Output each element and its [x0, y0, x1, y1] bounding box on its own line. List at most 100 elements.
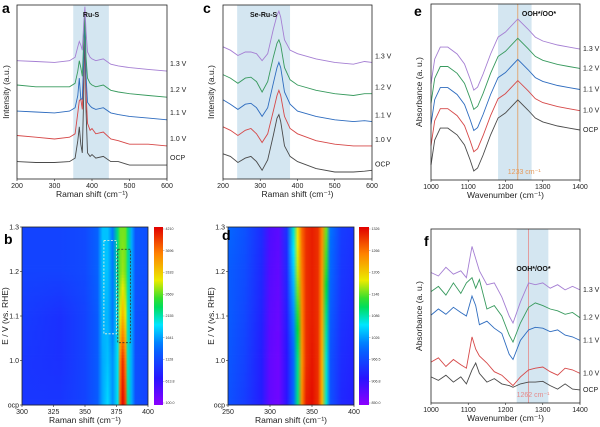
- heatmap-strip: [22, 339, 148, 344]
- heatmap-strip: [22, 274, 148, 278]
- series-line-12V: [430, 37, 581, 111]
- y-axis-label: Intensity (a.u.): [1, 65, 11, 119]
- heatmap-strip: [228, 244, 354, 249]
- heatmap-strip: [228, 351, 354, 355]
- x-tick-label: 375: [111, 409, 123, 416]
- heatmap-strip: [22, 253, 148, 258]
- heatmap-strip: [228, 232, 354, 237]
- heatmap-strip: [228, 286, 354, 290]
- heatmap-strip: [22, 402, 148, 406]
- x-tick-label: 1300: [535, 407, 551, 414]
- heatmap-strip: [22, 342, 148, 347]
- heatmap-strip: [228, 372, 354, 376]
- series-label: 1.1 V: [583, 87, 600, 94]
- y-tick-label: 1.2: [215, 269, 225, 276]
- colorbar-tick-label: 1026: [372, 336, 380, 340]
- series-label: 1.0 V: [583, 108, 600, 115]
- y-axis-label: Absorbance (a. u.): [414, 57, 424, 127]
- heatmap-strip: [228, 235, 354, 240]
- panel-d: ocp 1.0 1.1 1.2 1.3 1326 1266 1206 1146 1086 1026 9…: [206, 225, 381, 426]
- heatmap-strip: [22, 271, 148, 275]
- heatmap-strip: [22, 286, 148, 290]
- heatmap-strip: [228, 342, 354, 347]
- series-line-13V: [430, 18, 581, 91]
- heatmap-strip: [22, 399, 148, 403]
- heatmap-strip: [228, 238, 354, 243]
- colorbar-tick-label: 906.8: [372, 379, 381, 383]
- heatmap-strip: [228, 369, 354, 373]
- heatmap-strip: [22, 295, 148, 299]
- heatmap-strip: [228, 307, 354, 311]
- marker-label: 1262 cm⁻¹: [517, 392, 551, 399]
- heatmap-strip: [22, 232, 148, 237]
- x-tick-label: 350: [79, 409, 91, 416]
- series-label: OCP: [583, 387, 599, 394]
- heatmap-strip: [228, 268, 354, 272]
- heatmap-strip: [228, 387, 354, 391]
- heatmap-strip: [22, 244, 148, 249]
- x-axis-label: Wavenumber (cm⁻¹): [467, 413, 544, 423]
- heatmap-strip: [228, 336, 354, 341]
- panel-a: OCP 1.0 V 1.1 V 1.2 V 1.3 V Ru-S 200 300 400 500 6…: [1, 0, 187, 199]
- y-axis-label: E / V (vs. RHE): [206, 287, 216, 345]
- heatmap-strip: [228, 292, 354, 296]
- heatmap-strip: [228, 393, 354, 397]
- x-tick-label: 1100: [461, 407, 476, 414]
- series-label: 1.3 V: [375, 53, 392, 60]
- band-label: Ru-S: [83, 12, 100, 19]
- heatmap-strip: [228, 313, 354, 317]
- x-tick-label: 200: [11, 183, 23, 190]
- heatmap-strip: [228, 333, 354, 338]
- heatmap-strip: [228, 304, 354, 308]
- heatmap-strip: [228, 316, 354, 320]
- heatmap-strip: [22, 259, 148, 263]
- heatmap-strip: [22, 375, 148, 379]
- panel-label: e: [414, 3, 422, 19]
- series-label: OCP: [583, 127, 599, 134]
- heatmap-strip: [22, 321, 148, 326]
- heatmap-strip: [22, 262, 148, 266]
- band-label: OOH*/OO*: [522, 11, 557, 18]
- y-tick-label: 1.0: [215, 358, 225, 365]
- panel-label: d: [222, 227, 231, 243]
- heatmap-strip: [22, 310, 148, 314]
- heatmap-strip: [22, 318, 148, 323]
- band-label: OOH*/OO*: [516, 266, 551, 273]
- colorbar-tick-label: 4210: [166, 227, 174, 231]
- heatmap-strip: [228, 256, 354, 261]
- colorbar-tick-label: 1128: [166, 358, 174, 362]
- heatmap-strip: [228, 259, 354, 263]
- y-tick-label: ocp: [8, 403, 19, 410]
- heatmap-strip: [22, 393, 148, 397]
- marker-label: 1233 cm⁻¹: [508, 169, 542, 176]
- band-label: Se-Ru-S: [250, 12, 278, 19]
- panel-label: a: [2, 0, 10, 16]
- heatmap-strip: [228, 262, 354, 266]
- highlight-band: [237, 5, 291, 179]
- heatmap-strip: [22, 241, 148, 246]
- heatmap-strip: [22, 369, 148, 373]
- x-tick-label: 1000: [423, 184, 439, 191]
- heatmap-strip: [228, 227, 354, 231]
- heatmap-strip: [228, 330, 354, 335]
- colorbar-tick-label: 2155: [166, 314, 174, 318]
- x-axis-label: Raman shift (cm⁻¹): [261, 189, 333, 199]
- series-label: 1.0 V: [583, 370, 600, 377]
- heatmap-strip: [22, 313, 148, 317]
- heatmap-strip: [228, 390, 354, 394]
- heatmap-strip: [22, 289, 148, 293]
- x-tick-label: 200: [217, 183, 229, 190]
- series-line-10V: [222, 88, 372, 147]
- heatmap-strip: [22, 298, 148, 302]
- heatmap-strip: [228, 301, 354, 305]
- heatmap-strip: [22, 250, 148, 255]
- panel-c: OCP 1.0 V 1.1 V 1.2 V 1.3 V Se-Ru-S 200 300 400 5…: [203, 0, 392, 199]
- heatmap-strip: [228, 363, 354, 367]
- heatmap-strip: [22, 333, 148, 338]
- colorbar-tick-label: 3696: [166, 249, 174, 253]
- panel-f: 1262 cm⁻¹ OCP 1.0 V 1.1 V 1.2 V 1.3 V OOH*/OO*…: [414, 228, 600, 423]
- panel-e: 1233 cm⁻¹ OCP 1.0 V 1.1 V 1.2 V 1.3 V OOH*/OO*…: [414, 3, 600, 200]
- x-axis-label: Raman shift (cm⁻¹): [49, 415, 121, 425]
- colorbar-tick-label: 1086: [372, 314, 380, 318]
- heatmap-strip: [22, 316, 148, 320]
